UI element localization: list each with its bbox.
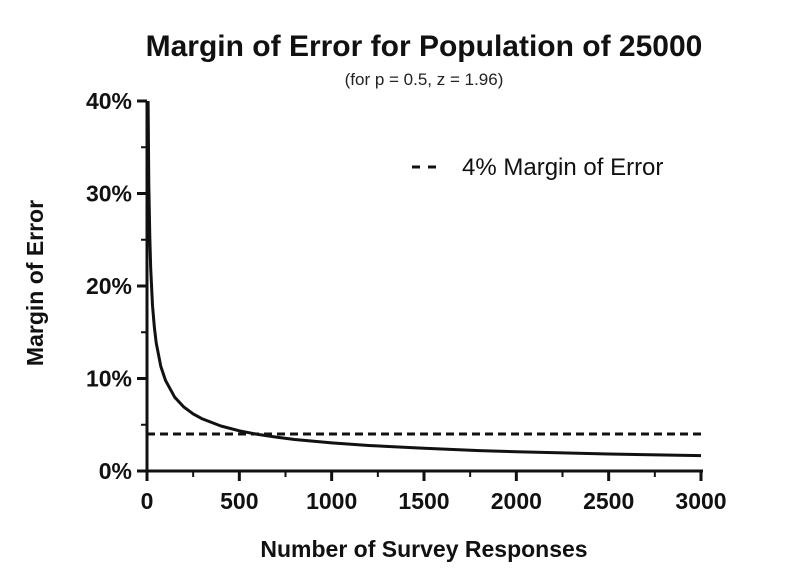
legend-label: 4% Margin of Error — [462, 154, 663, 181]
x-tick-label: 3000 — [675, 488, 726, 514]
y-tick-label: 30% — [86, 181, 132, 207]
x-tick-label: 1000 — [306, 488, 357, 514]
chart-title: Margin of Error for Population of 25000 — [146, 30, 703, 63]
y-tick-label: 20% — [86, 273, 132, 299]
x-axis-label: Number of Survey Responses — [260, 536, 587, 562]
x-tick-label: 2000 — [491, 488, 542, 514]
x-tick-label: 2500 — [583, 488, 634, 514]
plot-area: 0% 10% 20% 30% 40% 0 500 1000 1500 2000 2500 3000 — [86, 88, 727, 514]
legend: 4% Margin of Error — [412, 154, 663, 181]
series-layer — [146, 100, 702, 458]
x-tick-label: 0 — [141, 488, 154, 514]
x-tick-label: 500 — [220, 488, 258, 514]
y-axis-label: Margin of Error — [22, 200, 48, 366]
y-tick-label: 0% — [99, 458, 132, 484]
y-tick-label: 40% — [86, 88, 132, 114]
x-tick-label: 1500 — [398, 488, 449, 514]
y-tick-label: 10% — [86, 366, 132, 392]
chart-subtitle: (for p = 0.5, z = 1.96) — [345, 70, 504, 89]
margin-of-error-curve — [146, 100, 702, 458]
